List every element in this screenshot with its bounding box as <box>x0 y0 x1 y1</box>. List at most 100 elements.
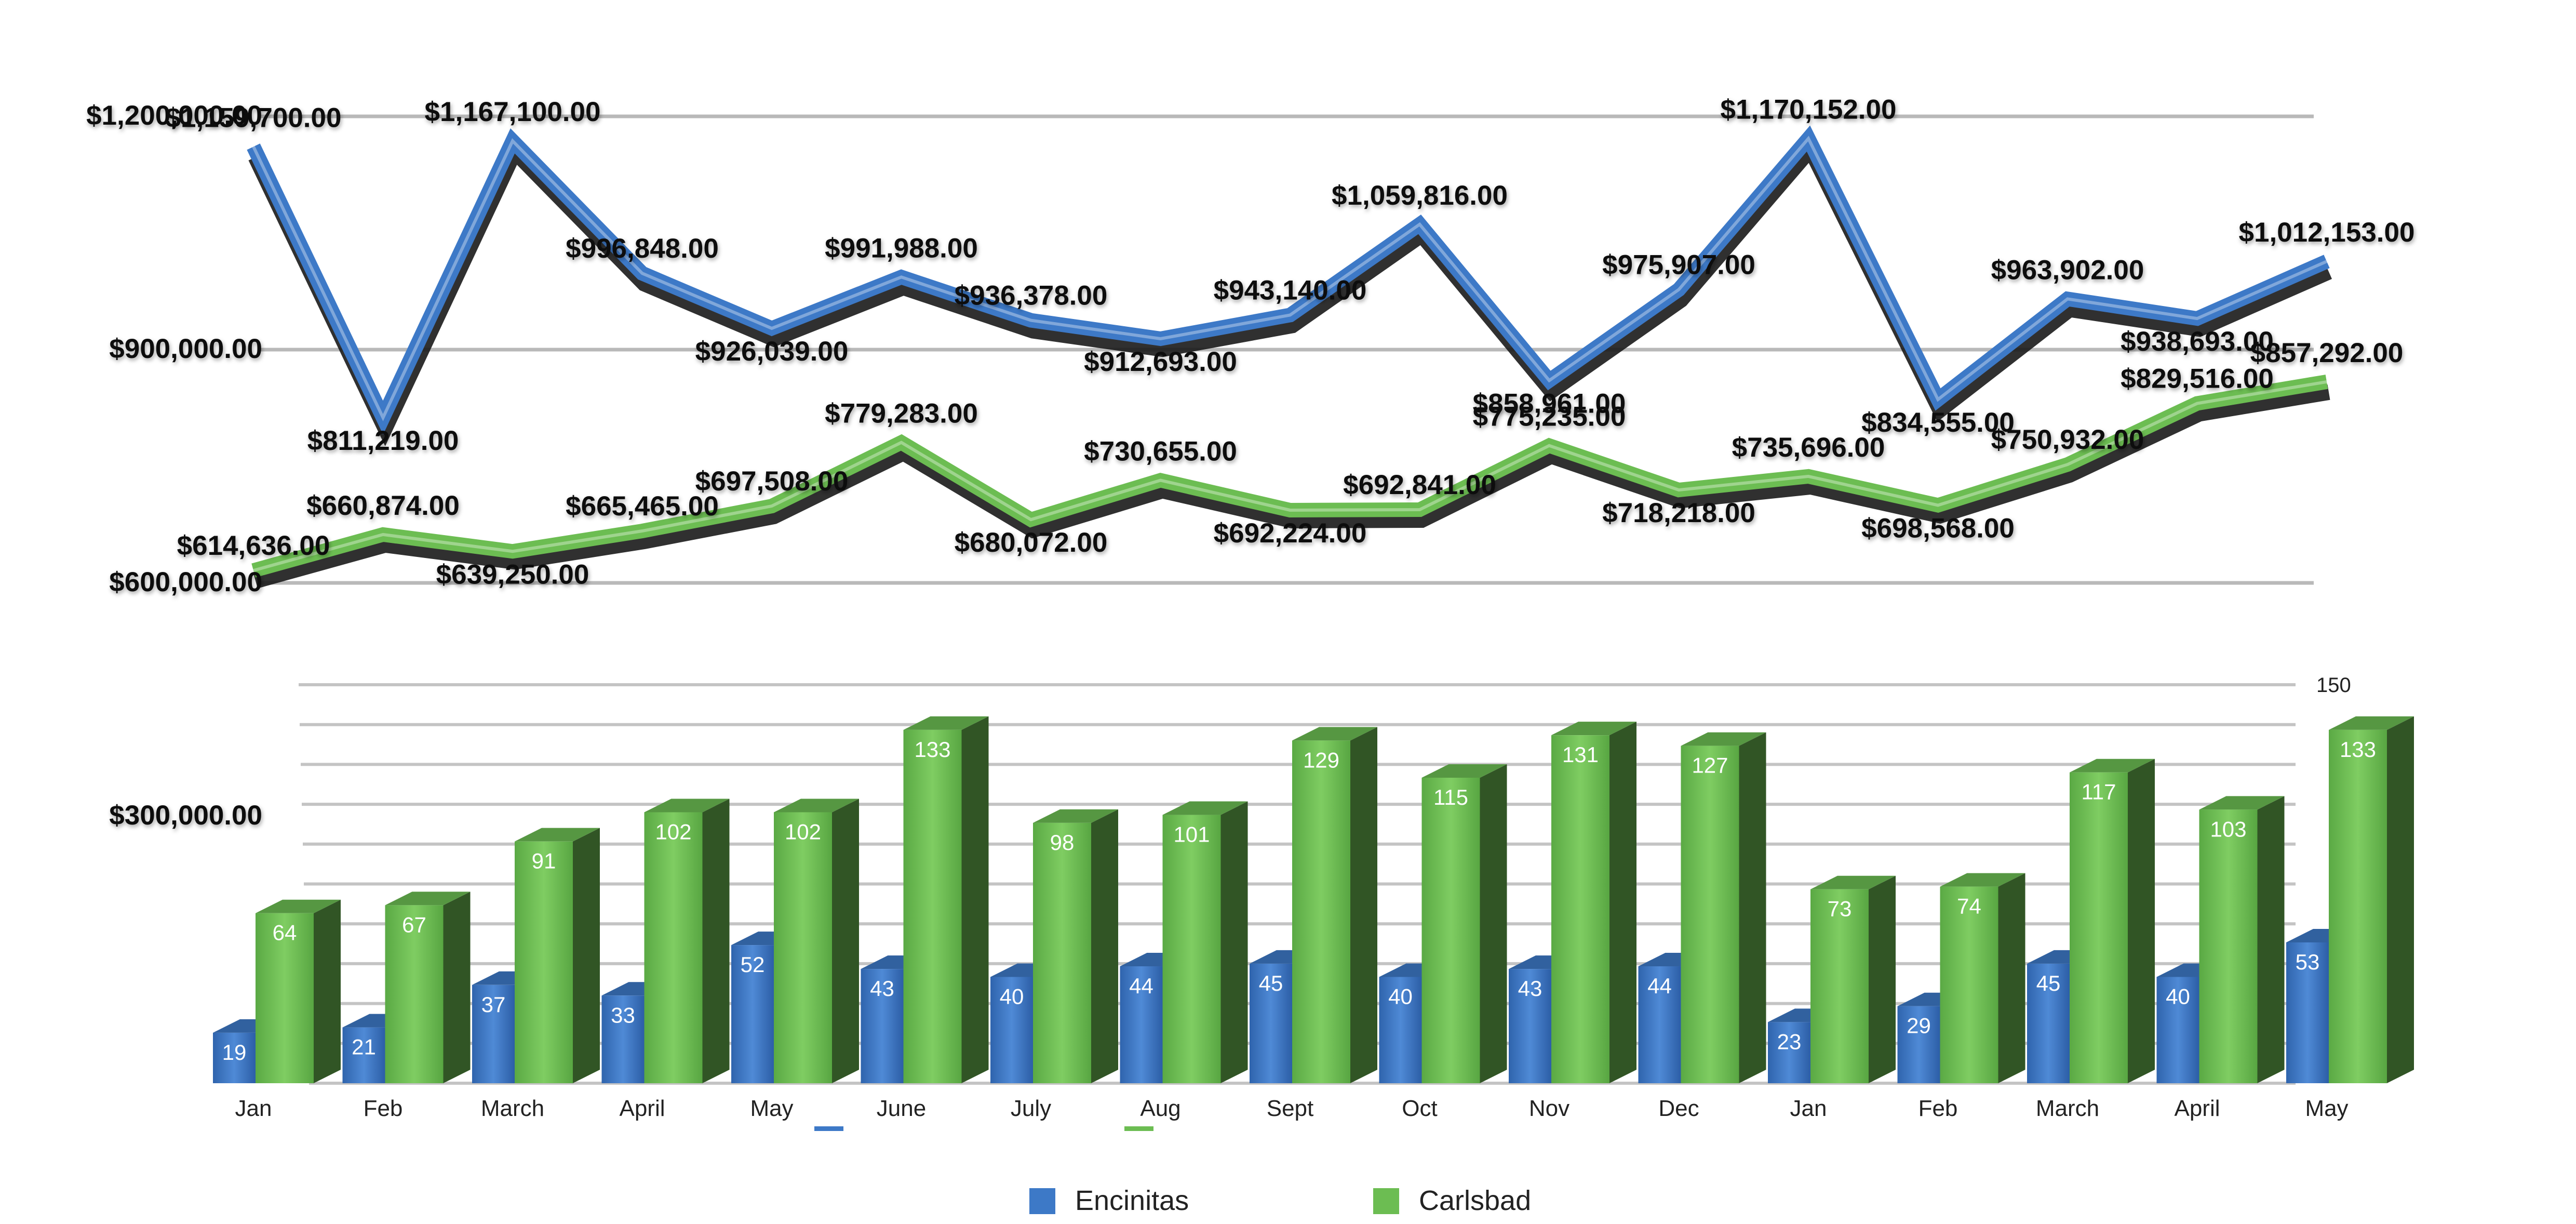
encinitas-point-label: $834,555.00 <box>1861 407 2015 438</box>
carlsbad-bar-top <box>2329 716 2414 730</box>
legend-swatch <box>1029 1188 1055 1214</box>
carlsbad-bar <box>1292 727 1377 1083</box>
encinitas-bar-front <box>2286 942 2329 1083</box>
carlsbad-point-label: $775,235.00 <box>1473 402 1626 432</box>
carlsbad-bar-front <box>256 913 314 1083</box>
encinitas-bar-front <box>2027 963 2070 1083</box>
month-label: Sept <box>1267 1096 1314 1121</box>
carlsbad-bar-front <box>385 905 444 1083</box>
encinitas-point-label: $975,907.00 <box>1602 249 1755 280</box>
carlsbad-bar-front <box>644 812 703 1083</box>
carlsbad-bar-front <box>515 841 573 1083</box>
encinitas-bar-front <box>1250 963 1292 1083</box>
encinitas-bar-value: 33 <box>611 1003 635 1027</box>
carlsbad-point-label: $750,932.00 <box>1991 424 2144 455</box>
month-label: Dec <box>1658 1096 1699 1121</box>
data-labels: 19 64 21 67 37 91 33 102 52 102 43 133 40 98 44 101 45 12… <box>166 95 2415 1065</box>
month-label: Jan <box>235 1096 272 1121</box>
carlsbad-bar <box>1421 764 1507 1083</box>
encinitas-line-highlight <box>252 136 2328 421</box>
month-label: Jan <box>1790 1096 1827 1121</box>
encinitas-bar-value: 45 <box>1259 971 1283 995</box>
carlsbad-bar <box>2070 759 2155 1083</box>
carlsbad-bar-value: 117 <box>2082 780 2116 804</box>
encinitas-point-label: $858,961.00 <box>1473 388 1626 419</box>
month-label: Aug <box>1140 1096 1180 1121</box>
carlsbad-bar-value: 73 <box>1828 897 1852 921</box>
carlsbad-bar-front <box>2329 729 2387 1083</box>
price-axis-tick: $300,000.00 <box>109 800 262 831</box>
carlsbad-bar-value: 91 <box>532 849 556 873</box>
carlsbad-bar-side <box>832 799 859 1083</box>
encinitas-point-label: $811,219.00 <box>307 425 459 456</box>
encinitas-bar-front <box>472 984 515 1083</box>
carlsbad-bar-value: 101 <box>1173 822 1210 847</box>
carlsbad-bar <box>256 899 341 1083</box>
carlsbad-bar-front <box>1940 886 1998 1083</box>
month-label: Oct <box>1402 1096 1437 1121</box>
month-label: April <box>619 1096 665 1121</box>
carlsbad-point-label: $692,841.00 <box>1343 470 1496 500</box>
carlsbad-point-label: $660,874.00 <box>306 490 460 521</box>
carlsbad-point-label: $730,655.00 <box>1084 436 1237 467</box>
legend: Encinitas Carlsbad <box>814 1126 1531 1216</box>
carlsbad-line <box>251 375 2330 589</box>
legend-label: Encinitas <box>1075 1185 1189 1216</box>
carlsbad-bar-front <box>903 729 962 1083</box>
carlsbad-bar-value: 133 <box>914 737 950 762</box>
encinitas-point-label: $1,159,700.00 <box>166 102 342 133</box>
carlsbad-bar-front <box>774 812 832 1083</box>
encinitas-bar-value: 40 <box>1388 984 1413 1008</box>
encinitas-bar-front <box>1897 1006 1940 1083</box>
encinitas-point-label: $1,059,816.00 <box>1332 180 1508 211</box>
carlsbad-bar-top <box>1162 801 1248 815</box>
carlsbad-bar-front <box>1292 740 1350 1083</box>
encinitas-bar-value: 40 <box>2166 984 2190 1008</box>
carlsbad-bar-value: 127 <box>1692 753 1728 778</box>
carlsbad-bar-side <box>1480 764 1507 1083</box>
carlsbad-point-label: $665,465.00 <box>566 491 719 522</box>
encinitas-point-label: $991,988.00 <box>825 233 978 263</box>
encinitas-line <box>247 125 2332 446</box>
line-series <box>247 125 2332 589</box>
carlsbad-bar-front <box>1033 822 1091 1083</box>
encinitas-bar-value: 53 <box>2296 950 2320 974</box>
month-label: Feb <box>364 1096 403 1121</box>
carlsbad-point-label: $697,508.00 <box>695 466 849 497</box>
encinitas-point-label: $1,012,153.00 <box>2239 217 2415 248</box>
encinitas-point-label: $936,378.00 <box>955 281 1108 311</box>
carlsbad-bar <box>515 828 600 1083</box>
carlsbad-bar-value: 133 <box>2340 737 2376 762</box>
encinitas-point-label: $996,848.00 <box>566 233 719 264</box>
carlsbad-bar <box>1681 732 1766 1083</box>
encinitas-bar-value: 23 <box>1777 1029 1802 1054</box>
carlsbad-bar-top <box>1940 873 2025 887</box>
encinitas-bar-value: 19 <box>222 1040 247 1065</box>
carlsbad-bar <box>1940 873 2025 1083</box>
encinitas-bar-front <box>1379 977 1422 1083</box>
carlsbad-point-label: $857,292.00 <box>2250 338 2404 368</box>
carlsbad-bar-front <box>2070 772 2128 1083</box>
carlsbad-bar <box>903 716 989 1083</box>
encinitas-point-label: $943,140.00 <box>1214 275 1367 305</box>
encinitas-bar-value: 44 <box>1129 974 1153 998</box>
carlsbad-bar-top <box>385 892 471 906</box>
carlsbad-bar-top <box>644 799 730 813</box>
carlsbad-bar <box>1162 801 1248 1083</box>
month-label: March <box>2036 1096 2099 1121</box>
carlsbad-bar-side <box>443 892 471 1083</box>
encinitas-bar-value: 37 <box>481 992 506 1017</box>
encinitas-bar-value: 43 <box>870 976 894 1001</box>
carlsbad-bar-top <box>774 799 859 813</box>
carlsbad-point-label: $735,696.00 <box>1732 432 1885 463</box>
carlsbad-point-label: $639,250.00 <box>436 559 589 590</box>
carlsbad-bar-top <box>2199 796 2285 810</box>
axes: $1,200,000.00 $900,000.00 $600,000.00 $300,… <box>86 100 2351 1121</box>
encinitas-point-label: $963,902.00 <box>1991 255 2144 285</box>
encinitas-bar-front <box>990 977 1033 1083</box>
encinitas-bar-front <box>213 1032 256 1083</box>
carlsbad-bar-value: 131 <box>1562 742 1599 767</box>
carlsbad-line-side <box>253 384 2330 589</box>
encinitas-point-label: $912,693.00 <box>1084 347 1237 377</box>
